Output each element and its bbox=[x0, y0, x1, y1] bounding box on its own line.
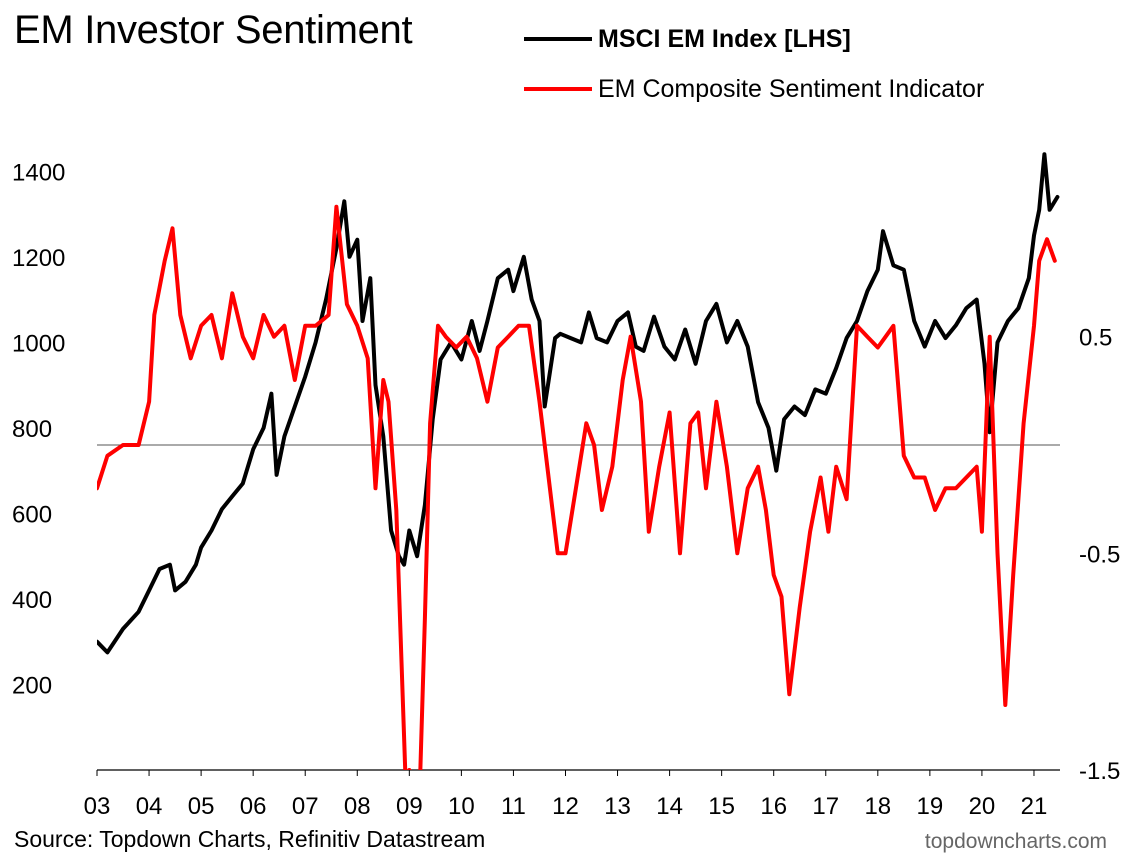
x-tick-label: 10 bbox=[448, 793, 475, 820]
x-tick-label: 11 bbox=[501, 793, 526, 820]
legend-item-sentiment: EM Composite Sentiment Indicator bbox=[524, 64, 984, 114]
legend: MSCI EM Index [LHS] EM Composite Sentime… bbox=[524, 14, 984, 114]
y-right-tick-label: -0.5 bbox=[1079, 541, 1120, 568]
x-tick-label: 19 bbox=[917, 793, 944, 820]
x-tick-label: 04 bbox=[136, 793, 163, 820]
y-left-tick-label: 400 bbox=[12, 587, 52, 614]
y-right-tick-label: 0.5 bbox=[1079, 325, 1112, 352]
x-tick-label: 21 bbox=[1021, 793, 1048, 820]
tick-labels-group: 03 04 05 06 07 08 09 10 11 12 13 14 15 16 17 18 19 20 21 20… bbox=[12, 159, 1120, 820]
legend-label-msci: MSCI EM Index [LHS] bbox=[598, 24, 851, 53]
x-tick-label: 06 bbox=[240, 793, 267, 820]
chart-title: EM Investor Sentiment bbox=[14, 8, 413, 52]
legend-swatch-msci bbox=[524, 37, 592, 41]
axes-group bbox=[96, 444, 1060, 776]
source-note: Source: Topdown Charts, Refinitiv Datast… bbox=[14, 826, 486, 852]
x-tick-label: 09 bbox=[396, 793, 423, 820]
x-tick-label: 16 bbox=[760, 793, 787, 820]
legend-swatch-sentiment bbox=[524, 87, 592, 91]
y-left-tick-label: 200 bbox=[12, 672, 52, 699]
em-sentiment-line bbox=[97, 204, 1057, 770]
y-left-tick-label: 1200 bbox=[12, 245, 65, 272]
x-tick-label: 05 bbox=[188, 793, 215, 820]
msci-em-index-line bbox=[97, 152, 1060, 655]
y-left-tick-label: 1400 bbox=[12, 159, 65, 186]
x-tick-label: 12 bbox=[552, 793, 579, 820]
x-tick-label: 15 bbox=[708, 793, 735, 820]
x-tick-label: 13 bbox=[604, 793, 631, 820]
series-group bbox=[97, 152, 1060, 770]
x-tick-label: 17 bbox=[812, 793, 839, 820]
x-tick-label: 03 bbox=[84, 793, 111, 820]
legend-label-sentiment: EM Composite Sentiment Indicator bbox=[598, 74, 985, 103]
x-tick-label: 07 bbox=[292, 793, 319, 820]
y-left-tick-label: 800 bbox=[12, 416, 52, 443]
x-tick-label: 18 bbox=[864, 793, 891, 820]
y-left-tick-label: 1000 bbox=[12, 330, 65, 357]
legend-item-msci: MSCI EM Index [LHS] bbox=[524, 14, 984, 64]
y-right-tick-label: -1.5 bbox=[1079, 758, 1120, 785]
y-left-tick-label: 600 bbox=[12, 501, 52, 528]
x-tick-label: 08 bbox=[344, 793, 371, 820]
x-tick-label: 20 bbox=[969, 793, 996, 820]
brand-watermark: topdowncharts.com bbox=[924, 830, 1107, 853]
x-tick-label: 14 bbox=[656, 793, 683, 820]
